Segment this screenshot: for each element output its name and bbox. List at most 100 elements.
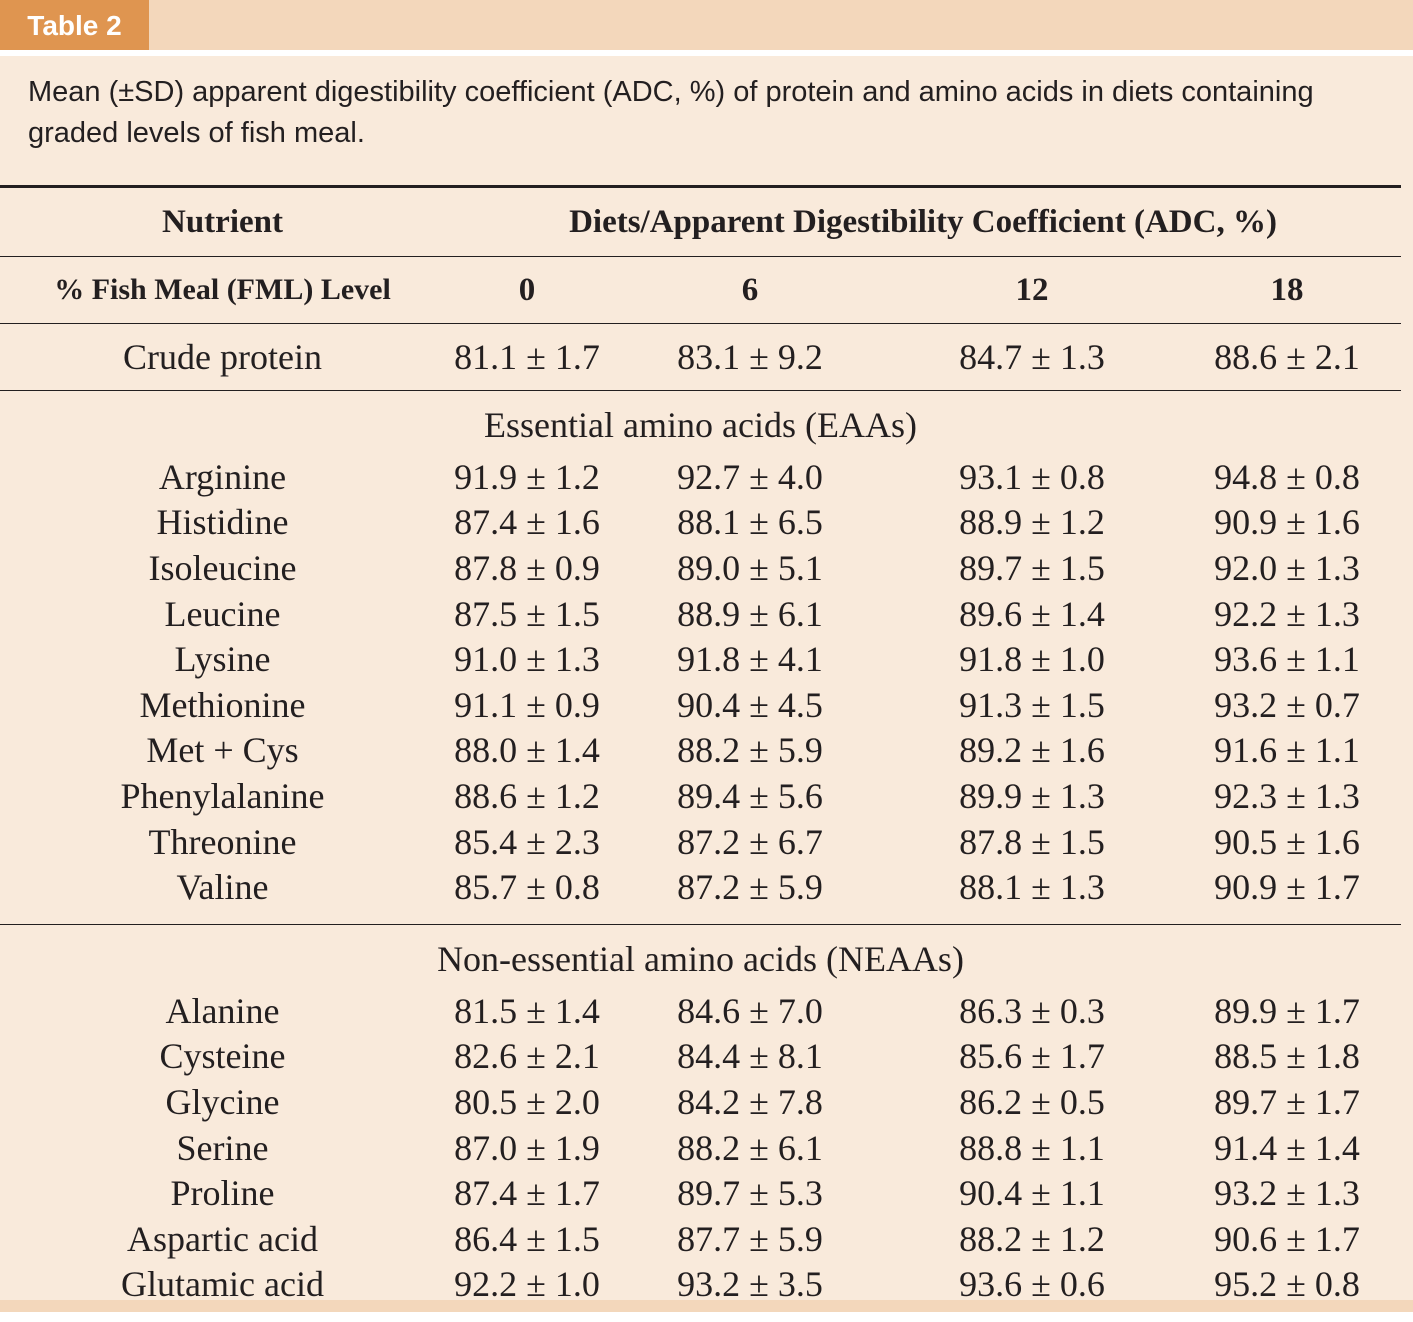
adc-value: 89.0 ± 5.1 bbox=[677, 547, 823, 588]
nutrient-name: Proline bbox=[170, 1173, 275, 1214]
table-caption: Mean (±SD) apparent digestibility coeffi… bbox=[28, 76, 1314, 149]
adc-value: 89.9 ± 1.7 bbox=[1214, 990, 1360, 1031]
header-band bbox=[0, 0, 1413, 50]
table-row: Proline 87.4 ± 1.7 89.7 ± 5.3 90.4 ± 1.1 93.… bbox=[0, 1170, 1401, 1216]
table-row: Crude protein 81.1 ± 1.7 83.1 ± 9.2 84.7… bbox=[0, 323, 1401, 391]
header-row-1: Nutrient Diets/Apparent Digestibility Co… bbox=[0, 185, 1401, 257]
adc-value: 86.2 ± 0.5 bbox=[959, 1081, 1105, 1122]
header-row-2: % Fish Meal (FML) Level 0 6 12 18 bbox=[0, 256, 1401, 324]
adc-value: 89.4 ± 5.6 bbox=[677, 775, 823, 816]
adc-value: 92.2 ± 1.3 bbox=[1214, 593, 1360, 634]
adc-value: 86.4 ± 1.5 bbox=[454, 1218, 600, 1259]
adc-value: 88.8 ± 1.1 bbox=[959, 1127, 1105, 1168]
adc-value: 88.6 ± 2.1 bbox=[1173, 323, 1401, 391]
adc-value: 91.8 ± 4.1 bbox=[677, 639, 823, 680]
adc-value: 91.1 ± 0.9 bbox=[454, 684, 600, 725]
adc-value: 82.6 ± 2.1 bbox=[454, 1036, 600, 1077]
adc-value: 92.7 ± 4.0 bbox=[677, 456, 823, 497]
adc-value: 88.6 ± 1.2 bbox=[454, 775, 600, 816]
group-row-neaa: Non-essential amino acids (NEAAs) bbox=[0, 924, 1401, 988]
adc-value: 88.2 ± 6.1 bbox=[677, 1127, 823, 1168]
table-row: Cysteine 82.6 ± 2.1 84.4 ± 8.1 85.6 ± 1.7 88… bbox=[0, 1034, 1401, 1080]
table-row: Alanine 81.5 ± 1.4 84.6 ± 7.0 86.3 ± 0.3 89.… bbox=[0, 988, 1401, 1034]
table-row: Lysine 91.0 ± 1.3 91.8 ± 4.1 91.8 ± 1.0 93.6… bbox=[0, 636, 1401, 682]
adc-value: 92.0 ± 1.3 bbox=[1214, 547, 1360, 588]
level-header: 12 bbox=[891, 256, 1173, 324]
adc-value: 87.4 ± 1.6 bbox=[454, 502, 600, 543]
adc-value: 93.2 ± 3.5 bbox=[677, 1264, 823, 1305]
nutrient-name: Leucine bbox=[164, 593, 281, 634]
adc-value: 93.6 ± 0.6 bbox=[959, 1264, 1105, 1305]
nutrient-name: Methionine bbox=[139, 684, 306, 725]
nutrient-name: Valine bbox=[0, 864, 445, 925]
nutrient-name: Aspartic acid bbox=[127, 1218, 318, 1259]
adc-value: 93.2 ± 1.3 bbox=[1214, 1173, 1360, 1214]
adc-value: 81.5 ± 1.4 bbox=[454, 990, 600, 1031]
adc-value: 87.5 ± 1.5 bbox=[454, 593, 600, 634]
adc-value: 87.0 ± 1.9 bbox=[454, 1127, 600, 1168]
adc-value: 88.2 ± 1.2 bbox=[959, 1218, 1105, 1259]
level-header: 0 bbox=[445, 256, 609, 324]
adc-value: 92.2 ± 1.0 bbox=[454, 1264, 600, 1305]
adc-value: 87.4 ± 1.7 bbox=[454, 1173, 600, 1214]
adc-value: 88.9 ± 6.1 bbox=[677, 593, 823, 634]
table-row: Threonine 85.4 ± 2.3 87.2 ± 6.7 87.8 ± 1.5 9… bbox=[0, 819, 1401, 865]
adc-value: 83.1 ± 9.2 bbox=[609, 323, 891, 391]
adc-value: 84.2 ± 7.8 bbox=[677, 1081, 823, 1122]
adc-value: 89.6 ± 1.4 bbox=[959, 593, 1105, 634]
adc-value: 87.2 ± 6.7 bbox=[677, 821, 823, 862]
adc-value: 91.6 ± 1.1 bbox=[1214, 730, 1360, 771]
adc-value: 91.9 ± 1.2 bbox=[454, 456, 600, 497]
adc-value: 87.2 ± 5.9 bbox=[609, 864, 891, 925]
adc-value: 88.1 ± 1.3 bbox=[891, 864, 1173, 925]
adc-value: 88.9 ± 1.2 bbox=[959, 502, 1105, 543]
adc-value: 88.5 ± 1.8 bbox=[1214, 1036, 1360, 1077]
nutrient-name: Crude protein bbox=[0, 323, 445, 391]
footer-band bbox=[0, 1300, 1413, 1312]
table-row: Isoleucine 87.8 ± 0.9 89.0 ± 5.1 89.7 ± 1.5… bbox=[0, 545, 1401, 591]
adc-value: 91.3 ± 1.5 bbox=[959, 684, 1105, 725]
table-row: Valine 85.7 ± 0.8 87.2 ± 5.9 88.1 ± 1.3 90.9… bbox=[0, 864, 1401, 925]
eaa-body: Arginine 91.9 ± 1.2 92.7 ± 4.0 93.1 ± 0.8 94… bbox=[0, 454, 1401, 925]
adc-value: 90.9 ± 1.6 bbox=[1214, 502, 1360, 543]
nutrient-name: Threonine bbox=[148, 821, 297, 862]
adc-value: 93.2 ± 0.7 bbox=[1214, 684, 1360, 725]
table-row: Glutamic acid 92.2 ± 1.0 93.2 ± 3.5 93.6 ± … bbox=[0, 1262, 1401, 1320]
adc-value: 90.6 ± 1.7 bbox=[1214, 1218, 1360, 1259]
adc-value: 90.4 ± 1.1 bbox=[959, 1173, 1105, 1214]
nutrient-name: Phenylalanine bbox=[120, 775, 325, 816]
nutrient-name: Lysine bbox=[174, 639, 271, 680]
table-row: Met + Cys 88.0 ± 1.4 88.2 ± 5.9 89.2 ± 1.6 9… bbox=[0, 728, 1401, 774]
adc-value: 87.7 ± 5.9 bbox=[677, 1218, 823, 1259]
group-row-eaa: Essential amino acids (EAAs) bbox=[0, 391, 1401, 455]
adc-value: 87.8 ± 0.9 bbox=[454, 547, 600, 588]
group-title: Non-essential amino acids (NEAAs) bbox=[437, 938, 964, 979]
adc-value: 90.4 ± 4.5 bbox=[677, 684, 823, 725]
nutrient-name: Met + Cys bbox=[146, 730, 299, 771]
level-header: 6 bbox=[609, 256, 891, 324]
nutrient-name: Glycine bbox=[165, 1081, 280, 1122]
data-table: Nutrient Diets/Apparent Digestibility Co… bbox=[0, 185, 1401, 1319]
table-row: Glycine 80.5 ± 2.0 84.2 ± 7.8 86.2 ± 0.5 89.… bbox=[0, 1079, 1401, 1125]
adc-value: 88.2 ± 5.9 bbox=[677, 730, 823, 771]
table-row: Aspartic acid 86.4 ± 1.5 87.7 ± 5.9 88.2 ± … bbox=[0, 1216, 1401, 1262]
adc-value: 85.4 ± 2.3 bbox=[454, 821, 600, 862]
adc-value: 86.3 ± 0.3 bbox=[959, 990, 1105, 1031]
nutrient-header: Nutrient bbox=[0, 185, 445, 257]
adc-value: 90.5 ± 1.6 bbox=[1214, 821, 1360, 862]
nutrient-name: Serine bbox=[176, 1127, 269, 1168]
level-header: 18 bbox=[1173, 256, 1401, 324]
adc-value: 89.7 ± 1.5 bbox=[959, 547, 1105, 588]
adc-value: 85.7 ± 0.8 bbox=[445, 864, 609, 925]
table-row: Arginine 91.9 ± 1.2 92.7 ± 4.0 93.1 ± 0.8 94… bbox=[0, 454, 1401, 500]
table-row: Histidine 87.4 ± 1.6 88.1 ± 6.5 88.9 ± 1.2 9… bbox=[0, 500, 1401, 546]
adc-value: 88.0 ± 1.4 bbox=[454, 730, 600, 771]
adc-value: 87.8 ± 1.5 bbox=[959, 821, 1105, 862]
table-row: Methionine 91.1 ± 0.9 90.4 ± 4.5 91.3 ± 1.5… bbox=[0, 682, 1401, 728]
adc-value: 89.7 ± 5.3 bbox=[677, 1173, 823, 1214]
adc-value: 85.6 ± 1.7 bbox=[959, 1036, 1105, 1077]
adc-value: 92.3 ± 1.3 bbox=[1214, 775, 1360, 816]
nutrient-name: Glutamic acid bbox=[121, 1264, 324, 1305]
nutrient-name: Arginine bbox=[158, 456, 287, 497]
